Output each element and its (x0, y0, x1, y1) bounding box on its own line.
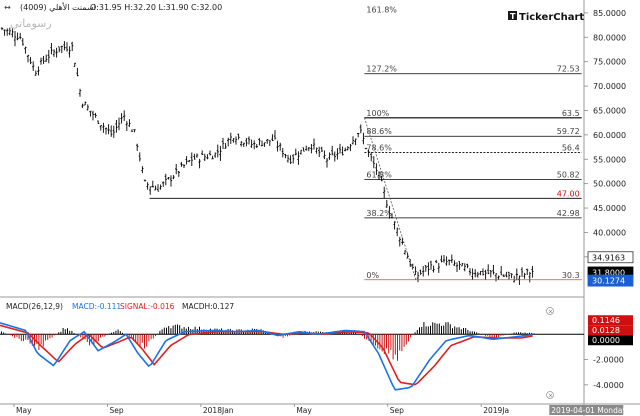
fib-value-label: 50.82 (557, 171, 580, 180)
fib-value-label: 63.5 (562, 109, 580, 118)
price-axis-label: 65.0000 (593, 106, 626, 115)
macd-axis-label: -2.0000 (593, 356, 624, 365)
macd-badge (588, 335, 633, 346)
close-icon: × (548, 309, 553, 316)
macd-badge-label: 0.0000 (592, 336, 620, 345)
time-axis-label: May (296, 406, 312, 415)
time-axis: May Sep 2018Jan May Sep 2019Ja 2019-04-01 Mond… (13, 404, 627, 415)
price-badge-label: 30.1274 (592, 277, 625, 286)
scroll-arrows-icon[interactable]: ↔ (4, 3, 11, 12)
price-badge (587, 274, 634, 287)
time-axis-label: 2018Jan (203, 406, 234, 415)
watermark: رسوماتي (10, 17, 52, 30)
price-axis-label: 45.0000 (593, 204, 626, 213)
macd-badge-label: 0.0128 (592, 326, 620, 335)
macd-badge-label: 0.1146 (592, 316, 620, 325)
ohlc-readout: O:31.95 H:32.20 L:31.90 C:32.00 (90, 3, 222, 12)
price-axis-label: 80.0000 (593, 33, 626, 42)
fib-value-label: 56.4 (562, 143, 580, 152)
fib-value-label: 47.00 (557, 189, 580, 198)
macd-legend: MACD(26,12,9) MACD:-0.111 SIGNAL:-0.016 … (6, 302, 234, 311)
chart-header: ↔ اسمنت الأهلي (4009) O:31.95 H:32.20 L:… (4, 2, 222, 12)
symbol-name: اسمنت الأهلي (4009) (20, 2, 96, 12)
price-axis: 85.0000 80.0000 75.0000 70.0000 65.0000 60.00… (584, 9, 634, 287)
time-axis-label: Sep (390, 406, 404, 415)
price-axis-label: 75.0000 (593, 58, 626, 67)
price-axis-label: 60.0000 (593, 131, 626, 140)
fib-value-label: 42.98 (557, 209, 580, 218)
price-axis-label: 55.0000 (593, 155, 626, 164)
time-axis-label: May (16, 406, 32, 415)
price-axis-label: 85.0000 (593, 9, 626, 18)
fib-ratio-label: 0% (366, 271, 379, 280)
macd-pane (0, 322, 584, 391)
time-axis-label: 2019Ja (483, 406, 509, 415)
logo-text: TickerChart (519, 12, 584, 23)
fib-ratio-label: 38.2% (366, 209, 392, 218)
fib-value-label: 30.3 (562, 271, 580, 280)
fib-ratio-label: 161.8% (366, 5, 397, 14)
fib-ratio-label: 100% (366, 109, 389, 118)
price-badge-label: 34.9163 (592, 253, 625, 262)
crosshair-date-badge (549, 405, 624, 415)
price-pane-close-button[interactable]: × (546, 307, 554, 316)
fib-ratio-label: 88.6% (366, 127, 392, 136)
macdh-value: MACDH:0.127 (182, 302, 234, 311)
fib-ratio-label: 78.6% (366, 143, 392, 152)
crosshair-date-label: 2019-04-01 Monday (551, 406, 627, 415)
macd-indicator-name: MACD(26,12,9) (6, 302, 63, 311)
fib-value-label: 72.53 (557, 65, 580, 74)
price-series (0, 27, 534, 285)
fib-ratio-label: 61.8% (366, 171, 392, 180)
close-icon: × (548, 393, 553, 400)
price-badge (587, 251, 634, 264)
signal-value: SIGNAL:-0.016 (120, 302, 175, 311)
fib-trend-line (364, 117, 417, 280)
fib-ratio-label: 127.2% (366, 65, 397, 74)
price-axis-label: 70.0000 (593, 82, 626, 91)
fibonacci-retracement[interactable]: 161.8% 127.2% 72.53 100% 63.5 88.6% 59.72 78.6%… (149, 5, 582, 281)
price-axis-label: 50.0000 (593, 180, 626, 189)
price-axis-label: 40.0000 (593, 228, 626, 237)
macd-badge (588, 315, 633, 326)
macd-axis-label: -4.0000 (593, 381, 624, 390)
tickerchart-logo: T TickerChart (508, 11, 584, 23)
time-axis-label: Sep (109, 406, 123, 415)
svg-text:T: T (510, 12, 516, 21)
macd-badge (588, 325, 633, 336)
macd-value: MACD:-0.111 (72, 302, 121, 311)
fib-value-label: 59.72 (557, 127, 580, 136)
macd-pane-close-button[interactable]: × (546, 391, 554, 400)
macd-line (0, 322, 533, 391)
price-badge-label: 31.8000 (592, 268, 625, 277)
